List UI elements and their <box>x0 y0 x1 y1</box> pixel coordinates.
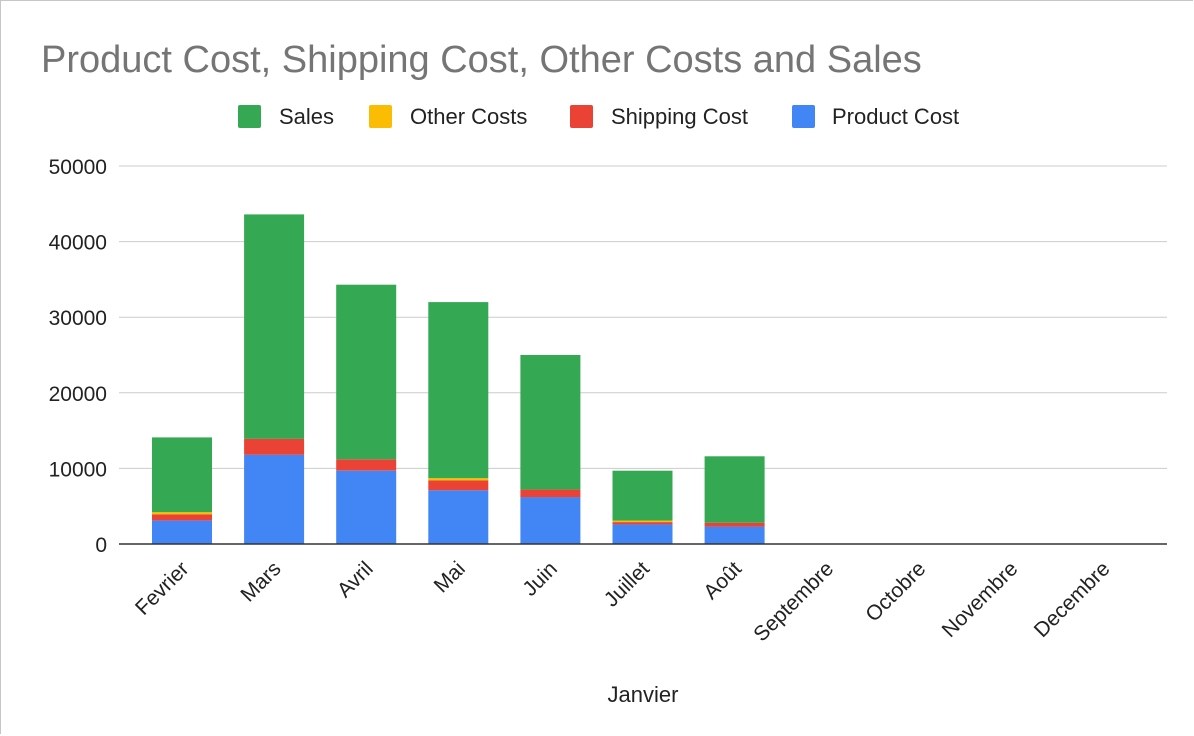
x-tick-label: Novembre <box>938 557 1023 642</box>
y-tick-label: 20000 <box>49 383 107 406</box>
bar-shipping-cost-juin <box>520 489 581 498</box>
bars <box>152 214 765 544</box>
chart-title: Product Cost, Shipping Cost, Other Costs… <box>41 39 922 81</box>
bar-sales-juin <box>520 355 581 490</box>
x-tick-label: Mai <box>430 557 470 597</box>
legend-swatch-sales <box>238 105 261 128</box>
legend-swatch-shipping-cost <box>570 105 593 128</box>
bar-shipping-cost-juillet <box>612 522 673 525</box>
bar-product-cost-mars <box>244 454 305 544</box>
bar-shipping-cost-août <box>704 522 765 527</box>
bar-other-costs-fevrier <box>152 512 212 515</box>
bar-product-cost-fevrier <box>152 520 212 544</box>
bar-sales-août <box>704 456 765 523</box>
x-tick-label: Août <box>699 557 746 604</box>
bar-sales-fevrier <box>152 437 212 513</box>
x-tick-label: Mars <box>236 557 285 606</box>
x-tick-label: Juin <box>518 557 562 601</box>
legend-label-shipping-cost: Shipping Cost <box>611 104 748 129</box>
y-axis-ticks: 0 10000 20000 30000 40000 50000 <box>49 156 107 557</box>
legend-swatch-other-costs <box>369 105 392 128</box>
y-tick-label: 0 <box>95 534 107 557</box>
bar-product-cost-juillet <box>612 524 673 544</box>
bar-shipping-cost-mars <box>244 438 305 455</box>
x-tick-label: Octobre <box>861 557 930 626</box>
bar-sales-mars <box>244 214 305 439</box>
y-tick-label: 40000 <box>49 232 107 255</box>
legend-label-product-cost: Product Cost <box>832 104 959 129</box>
bar-shipping-cost-mai <box>428 480 489 491</box>
bar-product-cost-août <box>704 526 765 544</box>
x-tick-label: Septembre <box>749 557 838 646</box>
bar-sales-avril <box>336 284 397 460</box>
y-tick-label: 10000 <box>49 458 107 481</box>
bar-shipping-cost-fevrier <box>152 514 212 521</box>
bar-sales-mai <box>428 302 489 479</box>
bar-product-cost-avril <box>336 470 397 544</box>
x-axis-title: Janvier <box>608 682 679 707</box>
x-tick-label: Fevrier <box>131 557 193 619</box>
x-tick-label: Decembre <box>1030 557 1115 642</box>
bar-sales-juillet <box>612 470 673 521</box>
bar-product-cost-juin <box>520 497 581 544</box>
x-tick-label: Avril <box>333 557 378 602</box>
y-tick-label: 30000 <box>49 307 107 330</box>
x-axis-ticks: Fevrier Mars Avril Mai Juin Juillet Août Septem… <box>131 557 1114 646</box>
x-tick-label: Juillet <box>600 557 654 611</box>
bar-product-cost-mai <box>428 490 489 544</box>
legend-label-sales: Sales <box>279 104 334 129</box>
legend-swatch-product-cost <box>792 105 815 128</box>
y-tick-label: 50000 <box>49 156 107 179</box>
chart-legend: Sales Other Costs Shipping Cost Product Cos… <box>238 104 959 129</box>
legend-label-other-costs: Other Costs <box>410 104 527 129</box>
bar-other-costs-juillet <box>612 520 673 523</box>
bar-shipping-cost-avril <box>336 459 397 471</box>
bar-other-costs-mai <box>428 478 489 481</box>
